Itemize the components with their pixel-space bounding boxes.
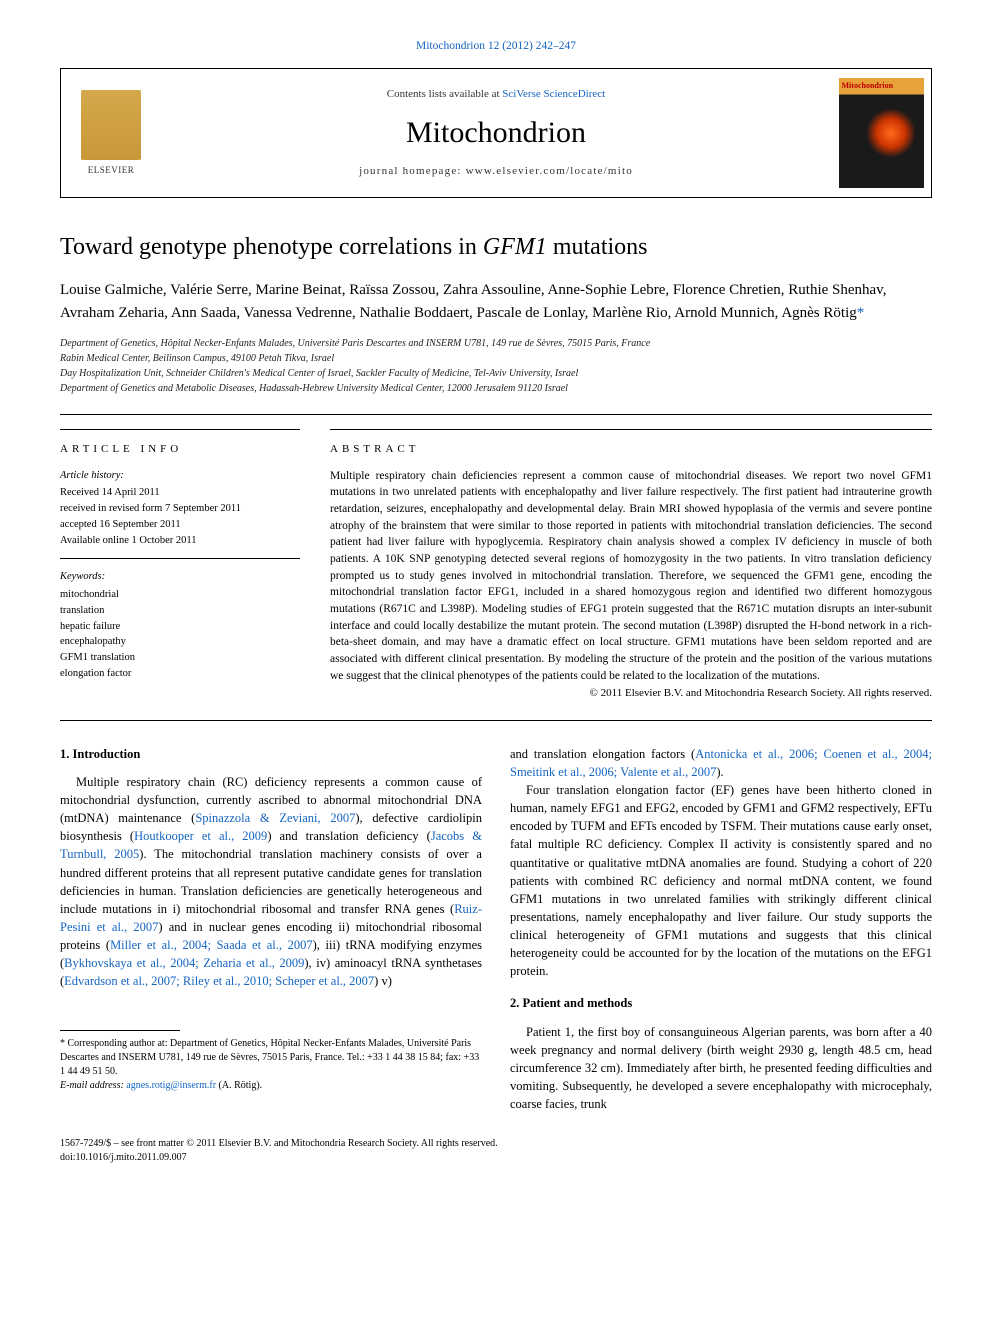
citation-link[interactable]: Spinazzola & Zeviani, 2007: [195, 811, 355, 825]
citation-link[interactable]: Edvardson et al., 2007; Riley et al., 20…: [64, 974, 374, 988]
cover-thumbnail: Mitochondrion: [839, 78, 924, 188]
affiliation-line: Department of Genetics and Metabolic Dis…: [60, 381, 932, 396]
citation-header[interactable]: Mitochondrion 12 (2012) 242–247: [60, 38, 932, 54]
journal-header-box: ELSEVIER Contents lists available at Sci…: [60, 68, 932, 198]
abstract-label: abstract: [330, 442, 932, 457]
history-head: Article history:: [60, 468, 300, 484]
body-column-right: and translation elongation factors (Anto…: [510, 745, 932, 1113]
footnotes: * Corresponding author at: Department of…: [60, 1037, 482, 1093]
body-paragraph: Patient 1, the first boy of consanguineo…: [510, 1023, 932, 1114]
body-text: ).: [716, 765, 723, 779]
article-info-label: article info: [60, 442, 300, 457]
keyword: hepatic failure: [60, 619, 300, 635]
article-title: Toward genotype phenotype correlations i…: [60, 232, 932, 263]
history-line: Available online 1 October 2011: [60, 533, 300, 549]
email-footnote: E-mail address: agnes.rotig@inserm.fr (A…: [60, 1079, 482, 1093]
history-line: Received 14 April 2011: [60, 485, 300, 501]
contents-prefix: Contents lists available at: [387, 88, 502, 100]
front-matter-line: 1567-7249/$ – see front matter © 2011 El…: [60, 1137, 932, 1151]
doi-line: doi:10.1016/j.mito.2011.09.007: [60, 1151, 932, 1165]
affiliations: Department of Genetics, Hôpital Necker-E…: [60, 336, 932, 396]
article-info-sidebar: article info Article history: Received 1…: [60, 429, 300, 702]
title-prefix: Toward genotype phenotype correlations i…: [60, 234, 483, 260]
title-gene: GFM1: [483, 234, 547, 260]
body-column-left: 1. Introduction Multiple respiratory cha…: [60, 745, 482, 1113]
body-text: and translation elongation factors (: [510, 747, 695, 761]
citation-link[interactable]: Bykhovskaya et al., 2004; Zeharia et al.…: [64, 956, 304, 970]
keyword: encephalopathy: [60, 634, 300, 650]
keywords-head: Keywords:: [60, 569, 300, 585]
affiliation-line: Department of Genetics, Hôpital Necker-E…: [60, 336, 932, 351]
author-list: Louise Galmiche, Valérie Serre, Marine B…: [60, 279, 932, 324]
divider: [60, 414, 932, 415]
body-paragraph: Four translation elongation factor (EF) …: [510, 781, 932, 980]
email-label: E-mail address:: [60, 1080, 126, 1091]
citation-link[interactable]: Houtkooper et al., 2009: [134, 829, 267, 843]
body-paragraph: and translation elongation factors (Anto…: [510, 745, 932, 781]
abstract-column: abstract Multiple respiratory chain defi…: [330, 429, 932, 702]
keyword: GFM1 translation: [60, 650, 300, 666]
header-center: Contents lists available at SciVerse Sci…: [161, 69, 831, 197]
keyword: translation: [60, 603, 300, 619]
section-heading-intro: 1. Introduction: [60, 745, 482, 763]
abstract-copyright: © 2011 Elsevier B.V. and Mitochondria Re…: [330, 686, 932, 701]
divider: [60, 720, 932, 721]
bottom-metadata: 1567-7249/$ – see front matter © 2011 El…: [60, 1137, 932, 1165]
contents-line: Contents lists available at SciVerse Sci…: [387, 87, 605, 102]
section-heading-methods: 2. Patient and methods: [510, 994, 932, 1012]
publisher-logo: ELSEVIER: [61, 69, 161, 197]
body-text: ) and translation deficiency (: [267, 829, 431, 843]
cover-title: Mitochondrion: [842, 80, 894, 91]
authors-text: Louise Galmiche, Valérie Serre, Marine B…: [60, 282, 886, 321]
affiliation-line: Day Hospitalization Unit, Schneider Chil…: [60, 366, 932, 381]
elsevier-tree-icon: [81, 90, 141, 160]
corresponding-footnote: * Corresponding author at: Department of…: [60, 1037, 482, 1079]
publisher-name: ELSEVIER: [88, 164, 135, 177]
sciencedirect-link[interactable]: SciVerse ScienceDirect: [502, 88, 605, 100]
keyword: mitochondrial: [60, 587, 300, 603]
email-suffix: (A. Rötig).: [216, 1080, 262, 1091]
journal-cover: Mitochondrion: [831, 69, 931, 197]
cover-art-icon: [866, 108, 916, 158]
homepage-line: journal homepage: www.elsevier.com/locat…: [359, 164, 633, 179]
journal-name: Mitochondrion: [406, 112, 586, 154]
affiliation-line: Rabin Medical Center, Beilinson Campus, …: [60, 351, 932, 366]
footnote-separator: [60, 1030, 180, 1031]
abstract-text: Multiple respiratory chain deficiencies …: [330, 468, 932, 685]
email-link[interactable]: agnes.rotig@inserm.fr: [126, 1080, 216, 1091]
body-paragraph: Multiple respiratory chain (RC) deficien…: [60, 773, 482, 991]
body-text: ) v): [374, 974, 392, 988]
corresponding-mark[interactable]: *: [857, 305, 865, 321]
history-line: received in revised form 7 September 201…: [60, 501, 300, 517]
title-suffix: mutations: [547, 234, 648, 260]
citation-link[interactable]: Miller et al., 2004; Saada et al., 2007: [110, 938, 313, 952]
history-line: accepted 16 September 2011: [60, 517, 300, 533]
keyword: elongation factor: [60, 666, 300, 682]
